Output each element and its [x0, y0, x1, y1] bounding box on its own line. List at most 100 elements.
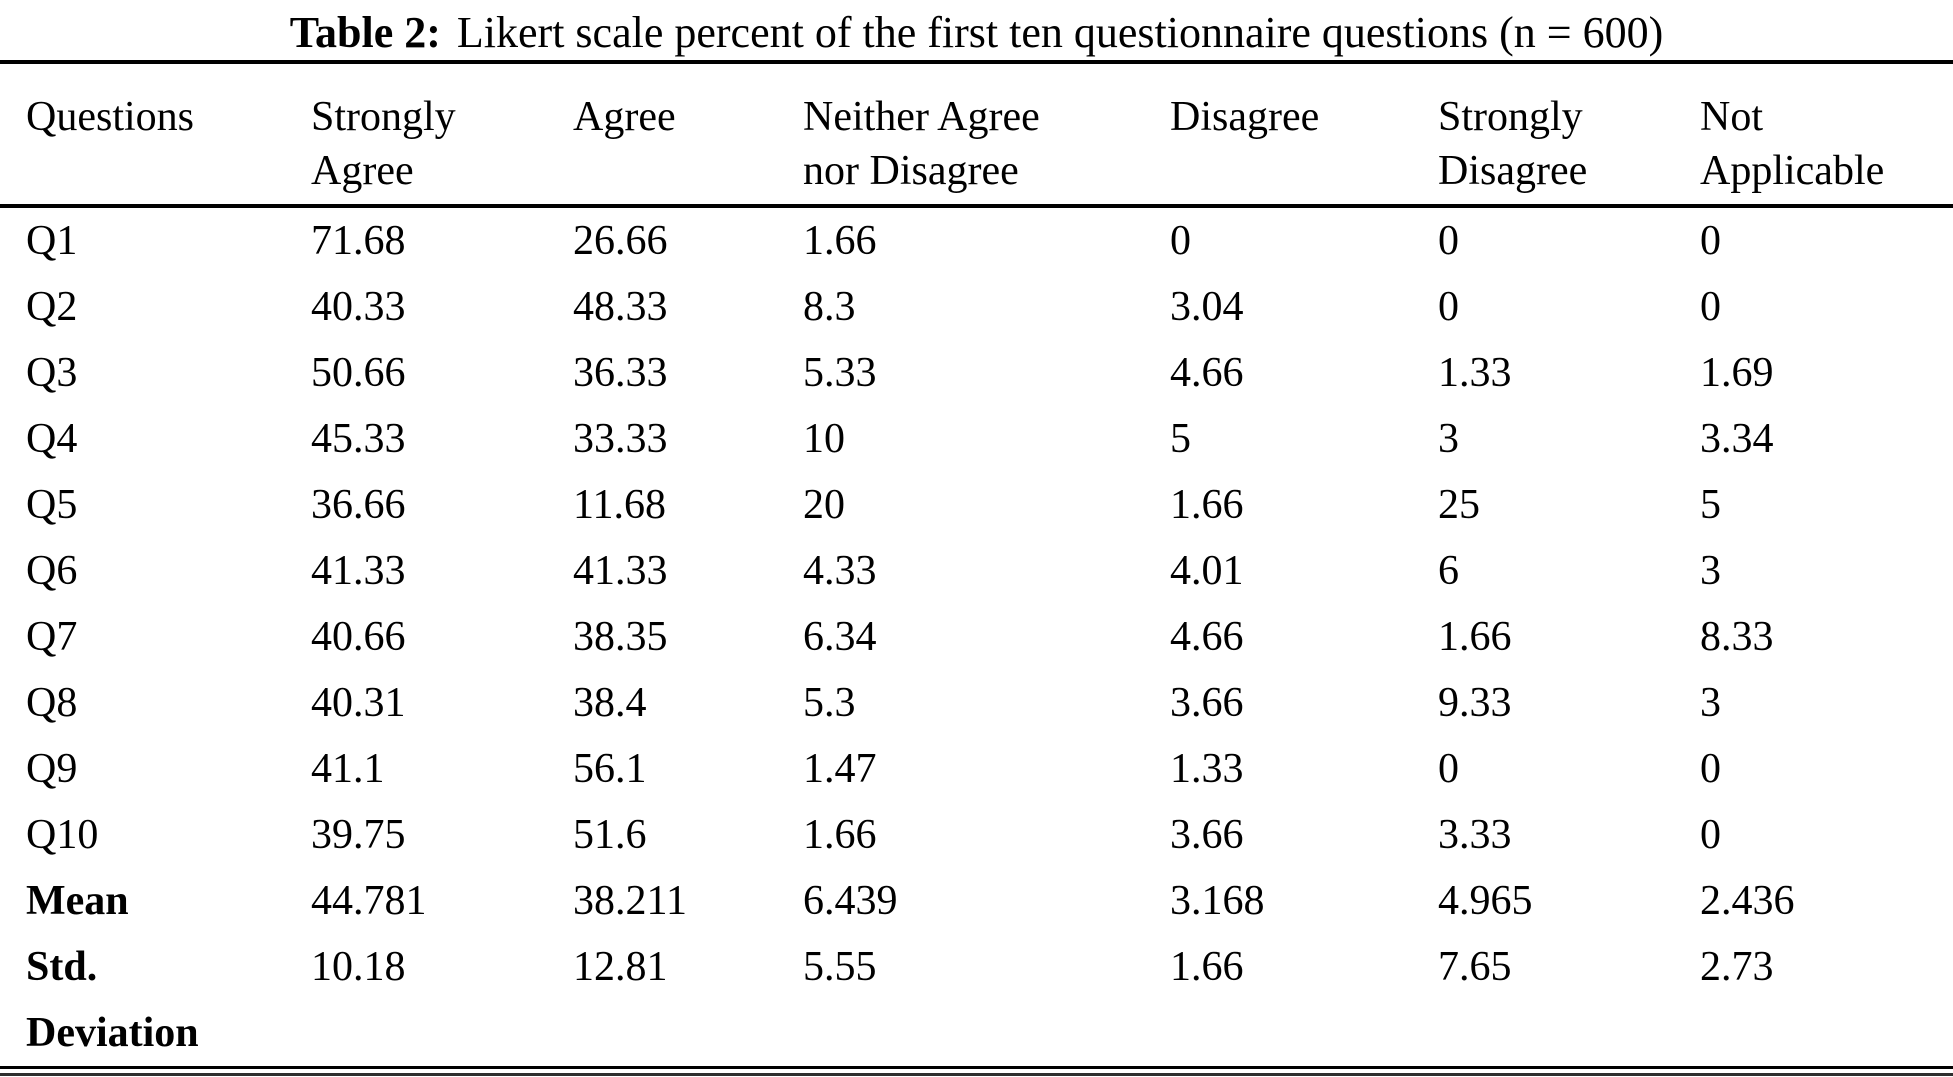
table-row-q6: Q6 41.33 41.33 4.33 4.01 6 3	[0, 538, 1953, 604]
likert-table: Questions Strongly Agree Agree Neither A…	[0, 64, 1953, 1066]
row-label-std-deviation: Std. Deviation	[26, 944, 199, 1056]
percent-cell: 5	[1700, 482, 1721, 528]
percent-cell: 9.33	[1438, 680, 1512, 726]
percent-cell: 50.66	[311, 350, 406, 396]
percent-cell: 1.66	[1438, 614, 1512, 660]
percent-cell: 1.47	[803, 746, 877, 792]
table-row-std-deviation: Std. Deviation 10.18 12.81 5.55 1.66 7.6…	[0, 934, 1953, 1066]
percent-cell: 40.31	[311, 680, 406, 726]
percent-cell: 33.33	[573, 416, 668, 462]
table-title-text: Likert scale percent of the first ten qu…	[456, 8, 1664, 57]
percent-cell: 1.66	[803, 812, 877, 858]
column-header-strongly-agree: Strongly Agree	[311, 64, 573, 208]
row-label: Q4	[26, 416, 78, 462]
percent-cell: 6	[1438, 548, 1459, 594]
header-row: Questions Strongly Agree Agree Neither A…	[0, 64, 1953, 208]
percent-cell: 48.33	[573, 284, 668, 330]
percent-cell: 0	[1438, 218, 1459, 264]
percent-cell: 3.66	[1170, 680, 1244, 726]
percent-cell: 8.33	[1700, 614, 1774, 660]
table-row-q7: Q7 40.66 38.35 6.34 4.66 1.66 8.33	[0, 604, 1953, 670]
table-row-q9: Q9 41.1 56.1 1.47 1.33 0 0	[0, 736, 1953, 802]
percent-cell: 4.66	[1170, 350, 1244, 396]
percent-cell: 45.33	[311, 416, 406, 462]
percent-cell: 3.34	[1700, 416, 1774, 462]
percent-cell: 40.33	[311, 284, 406, 330]
percent-cell: 4.33	[803, 548, 877, 594]
percent-cell: 11.68	[573, 482, 666, 528]
percent-cell: 3.04	[1170, 284, 1244, 330]
percent-cell: 7.65	[1438, 944, 1512, 990]
percent-cell: 2.436	[1700, 878, 1795, 924]
percent-cell: 36.33	[573, 350, 668, 396]
percent-cell: 4.01	[1170, 548, 1244, 594]
percent-cell: 41.33	[311, 548, 406, 594]
percent-cell: 3.66	[1170, 812, 1244, 858]
percent-cell: 39.75	[311, 812, 406, 858]
percent-cell: 6.34	[803, 614, 877, 660]
table-body: Q1 71.68 26.66 1.66 0 0 0 Q2 40.33 48.33…	[0, 206, 1953, 1066]
table-row-q1: Q1 71.68 26.66 1.66 0 0 0	[0, 206, 1953, 274]
table-row-q3: Q3 50.66 36.33 5.33 4.66 1.33 1.69	[0, 340, 1953, 406]
row-label: Q2	[26, 284, 78, 330]
percent-cell: 38.4	[573, 680, 647, 726]
percent-cell: 1.33	[1170, 746, 1244, 792]
percent-cell: 1.66	[1170, 944, 1244, 990]
percent-cell: 1.69	[1700, 350, 1774, 396]
percent-cell: 44.781	[311, 878, 427, 924]
percent-cell: 0	[1700, 218, 1721, 264]
percent-cell: 0	[1700, 284, 1721, 330]
table-row-q8: Q8 40.31 38.4 5.3 3.66 9.33 3	[0, 670, 1953, 736]
table-caption: Table 2: Likert scale percent of the firs…	[0, 0, 1953, 60]
table-row-q2: Q2 40.33 48.33 8.3 3.04 0 0	[0, 274, 1953, 340]
bottom-rule	[0, 1066, 1953, 1076]
percent-cell: 2.73	[1700, 944, 1774, 990]
percent-cell: 5	[1170, 416, 1191, 462]
percent-cell: 36.66	[311, 482, 406, 528]
percent-cell: 38.35	[573, 614, 668, 660]
percent-cell: 12.81	[573, 944, 668, 990]
percent-cell: 1.66	[1170, 482, 1244, 528]
row-label: Q6	[26, 548, 78, 594]
row-label-mean: Mean	[26, 878, 129, 924]
percent-cell: 56.1	[573, 746, 647, 792]
percent-cell: 41.1	[311, 746, 385, 792]
percent-cell: 0	[1438, 284, 1459, 330]
percent-cell: 5.33	[803, 350, 877, 396]
percent-cell: 0	[1700, 812, 1721, 858]
percent-cell: 8.3	[803, 284, 856, 330]
row-label: Q10	[26, 812, 99, 858]
percent-cell: 0	[1438, 746, 1459, 792]
row-label: Q7	[26, 614, 78, 660]
column-header-strongly-disagree: Strongly Disagree	[1438, 64, 1700, 208]
table-row-q5: Q5 36.66 11.68 20 1.66 25 5	[0, 472, 1953, 538]
percent-cell: 51.6	[573, 812, 647, 858]
table-row-mean: Mean 44.781 38.211 6.439 3.168 4.965 2.4…	[0, 868, 1953, 934]
percent-cell: 25	[1438, 482, 1480, 528]
percent-cell: 41.33	[573, 548, 668, 594]
column-header-questions: Questions	[0, 64, 311, 208]
percent-cell: 71.68	[311, 218, 406, 264]
percent-cell: 40.66	[311, 614, 406, 660]
column-header-neither: Neither Agree nor Disagree	[803, 64, 1170, 208]
column-header-disagree: Disagree	[1170, 64, 1438, 208]
percent-cell: 20	[803, 482, 845, 528]
percent-cell: 5.3	[803, 680, 856, 726]
table-row-q10: Q10 39.75 51.6 1.66 3.66 3.33 0	[0, 802, 1953, 868]
percent-cell: 5.55	[803, 944, 877, 990]
percent-cell: 3	[1700, 548, 1721, 594]
percent-cell: 0	[1170, 218, 1191, 264]
percent-cell: 0	[1700, 746, 1721, 792]
row-label: Q1	[26, 218, 78, 264]
percent-cell: 10	[803, 416, 845, 462]
column-header-agree: Agree	[573, 64, 803, 208]
percent-cell: 3	[1438, 416, 1459, 462]
table-number-label: Table 2:	[289, 8, 441, 57]
row-label: Q9	[26, 746, 78, 792]
percent-cell: 6.439	[803, 878, 898, 924]
row-label: Q3	[26, 350, 78, 396]
percent-cell: 1.33	[1438, 350, 1512, 396]
table-header: Questions Strongly Agree Agree Neither A…	[0, 64, 1953, 208]
percent-cell: 3.168	[1170, 878, 1265, 924]
percent-cell: 3	[1700, 680, 1721, 726]
